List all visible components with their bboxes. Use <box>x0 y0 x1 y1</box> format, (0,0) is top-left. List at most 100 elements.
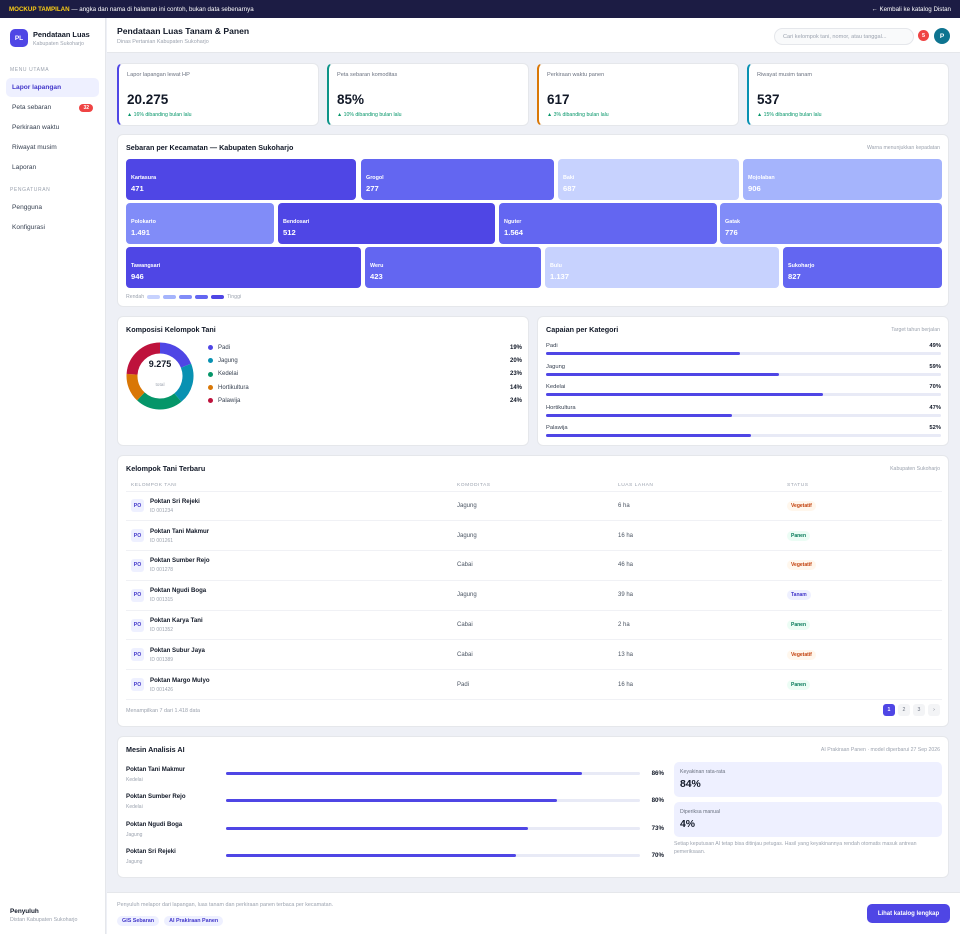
district-tile[interactable]: Nguter 1.564 <box>499 203 717 244</box>
stat-delta: ▲ 15% dibanding bulan lalu <box>757 112 822 118</box>
table-row[interactable]: PO Poktan Margo Mulyo ID 001426 Padi 16 ha Pa… <box>126 669 942 701</box>
group-initials: PO <box>131 648 144 662</box>
district-value: 423 <box>370 272 383 281</box>
achievement-row: Hortikultura 47% <box>546 405 941 417</box>
district-value: 776 <box>725 228 738 237</box>
district-name: Grogol <box>366 175 384 181</box>
scale-swatch <box>147 295 161 299</box>
count-badge: 32 <box>79 103 93 112</box>
scale-low-label: Rendah <box>126 294 145 300</box>
sidebar-item-riwayat-musim[interactable]: Riwayat musim <box>6 138 99 157</box>
legend-item: Jagung 20% <box>208 354 522 367</box>
district-name: Nguter <box>504 219 522 225</box>
confidence-percent: 73% <box>651 824 664 832</box>
district-tile[interactable]: Polokarto 1.491 <box>126 203 274 244</box>
district-name: Mojolaban <box>748 175 775 181</box>
district-name: Baki <box>563 175 575 181</box>
next-page-button[interactable]: › <box>928 704 940 716</box>
group-name: Poktan Ngudi Boga <box>150 587 207 595</box>
table-row[interactable]: PO Poktan Ngudi Boga ID 001315 Jagung 39 ha T… <box>126 580 942 611</box>
table-header-row: KELOMPOK TANI KOMODITAS LUAS LAHAN STATU… <box>126 480 942 492</box>
stat-value: 537 <box>757 92 780 107</box>
table-row[interactable]: PO Poktan Sumber Rejo ID 001278 Cabai 46 ha V… <box>126 550 942 581</box>
commodity-cell: Cabai <box>452 610 613 641</box>
status-cell: Panen <box>782 520 942 552</box>
achievement-label: Palawija <box>546 425 568 431</box>
sidebar: PL Pendataan Luas Kabupaten Sukoharjo ME… <box>0 18 106 934</box>
sidebar-item-laporan[interactable]: Laporan <box>6 158 99 177</box>
page-button[interactable]: 1 <box>883 704 895 716</box>
sidebar-item-lapor-lapangan[interactable]: Lapor lapangan <box>6 78 99 97</box>
scale-swatch <box>211 295 225 299</box>
group-cell: PO Poktan Margo Mulyo ID 001426 <box>126 669 452 701</box>
avatar[interactable]: P <box>934 28 950 44</box>
sidebar-item-pengguna[interactable]: Pengguna <box>6 198 99 217</box>
legend-swatch <box>208 345 213 351</box>
notification-badge[interactable]: 5 <box>918 30 929 41</box>
stat-delta: ▲ 16% dibanding bulan lalu <box>127 112 192 118</box>
table-summary: Menampilkan 7 dari 1.418 data <box>126 708 201 714</box>
sidebar-item-label: Perkiraan waktu <box>12 124 60 131</box>
district-tile[interactable]: Baki 687 <box>558 159 739 200</box>
stat-delta: ▲ 10% dibanding bulan lalu <box>337 112 402 118</box>
sidebar-item-konfigurasi[interactable]: Konfigurasi <box>6 218 99 237</box>
view-catalog-button[interactable]: Lihat katalog lengkap <box>867 904 950 923</box>
page-button[interactable]: 3 <box>913 704 925 716</box>
ai-prediction-row: Poktan Sumber Rejo Kedelai 80% <box>126 793 664 810</box>
group-cell: PO Poktan Tani Makmur ID 001261 <box>126 520 452 552</box>
progress-fill <box>546 434 752 437</box>
sidebar-item-perkiraan-waktu[interactable]: Perkiraan waktu <box>6 118 99 137</box>
achievement-title: Capaian per Kategori <box>546 325 619 334</box>
district-tile[interactable]: Tawangsari 946 <box>126 247 361 288</box>
search-input[interactable]: Cari kelompok tani, nomor, atau tanggal.… <box>774 28 914 45</box>
app-subtitle: Kabupaten Sukoharjo <box>33 40 84 47</box>
district-tile[interactable]: Bendosari 512 <box>278 203 495 244</box>
district-name: Bendosari <box>283 219 310 225</box>
legend-swatch <box>208 385 213 391</box>
district-tile[interactable]: Kartasura 471 <box>126 159 356 200</box>
scale-swatch <box>179 295 193 299</box>
ai-commodity: Kedelai <box>126 777 143 783</box>
scale-swatch <box>163 295 177 299</box>
legend-swatch <box>208 398 213 404</box>
district-tile[interactable]: Bulu 1.137 <box>545 247 779 288</box>
ai-prediction-row: Poktan Ngudi Boga Jagung 73% <box>126 821 664 838</box>
pagination: 1 2 3 › <box>883 704 940 716</box>
district-tile[interactable]: Gatak 776 <box>720 203 942 244</box>
ai-commodity: Kedelai <box>126 804 143 811</box>
feature-chip[interactable]: GIS Sebaran <box>117 916 160 926</box>
status-cell: Vegetatif <box>782 639 942 671</box>
status-badge: Panen <box>787 530 811 541</box>
ai-note: AI Prakiraan Panen · model diperbarui 27… <box>820 747 940 753</box>
district-tile[interactable]: Weru 423 <box>365 247 541 288</box>
table-row[interactable]: PO Poktan Karya Tani ID 001352 Cabai 2 ha Pan… <box>126 610 942 641</box>
stat-card-lapor: Lapor lapangan lewat HP 20.275 ▲ 16% dib… <box>117 63 319 126</box>
table-row[interactable]: PO Poktan Tani Makmur ID 001261 Jagung 16 ha… <box>126 520 942 552</box>
column-header: KELOMPOK TANI <box>126 480 452 492</box>
group-id: ID 001278 <box>150 567 174 574</box>
sidebar-item-peta-sebaran[interactable]: Peta sebaran 32 <box>6 98 99 117</box>
district-tile[interactable]: Mojolaban 906 <box>743 159 942 200</box>
group-name: Poktan Margo Mulyo <box>150 676 210 684</box>
table-row[interactable]: PO Poktan Sri Rejeki ID 001234 Jagung 6 ha Ve… <box>126 491 942 522</box>
achievement-card: Capaian per Kategori Target tahun berjal… <box>537 316 949 446</box>
confidence-fill <box>226 772 583 775</box>
area-cell: 6 ha <box>613 491 782 522</box>
group-id: ID 001426 <box>150 686 174 693</box>
feature-chip[interactable]: AI Prakiraan Panen <box>164 916 224 926</box>
group-name: Poktan Sumber Rejo <box>150 557 210 565</box>
district-tile[interactable]: Sukoharjo 827 <box>783 247 942 288</box>
stat-label: Lapor lapangan lewat HP <box>127 72 190 78</box>
district-tile[interactable]: Grogol 277 <box>361 159 554 200</box>
confidence-track <box>226 772 640 775</box>
district-name: Bulu <box>550 263 562 269</box>
status-badge: Tanam <box>787 590 811 601</box>
banner-tag: MOCKUP TAMPILAN <box>9 5 70 13</box>
table-row[interactable]: PO Poktan Subur Jaya ID 001389 Cabai 13 ha Ve… <box>126 639 942 671</box>
confidence-box: Keyakinan rata-rata 84% <box>674 762 942 797</box>
page-button[interactable]: 2 <box>898 704 910 716</box>
status-cell: Tanam <box>782 580 942 611</box>
section-label-main: MENU UTAMA <box>10 67 50 73</box>
group-id: ID 001315 <box>150 597 174 604</box>
back-to-catalog-link[interactable]: ← Kembali ke katalog Distan <box>871 5 951 13</box>
